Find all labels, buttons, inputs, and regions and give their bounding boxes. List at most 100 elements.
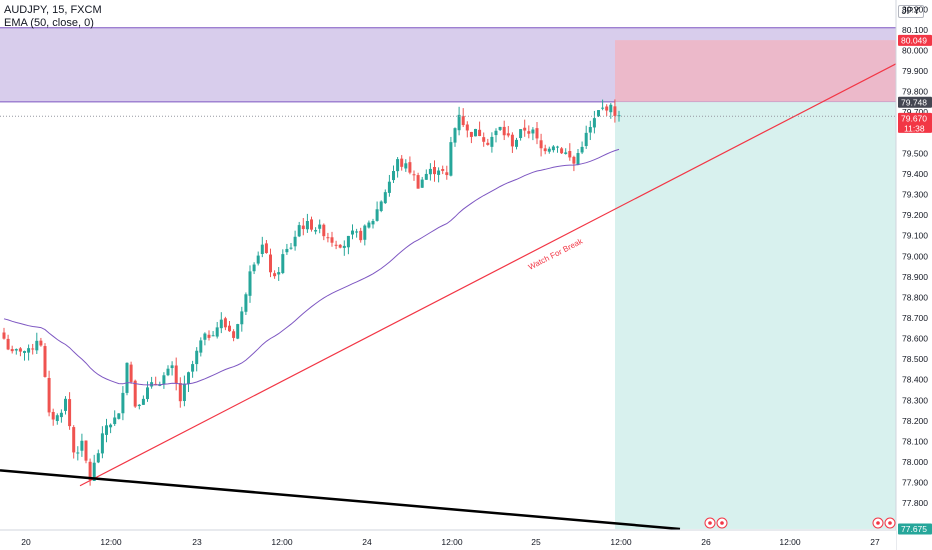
candle-body[interactable] — [367, 222, 371, 228]
candle-body[interactable] — [564, 152, 568, 154]
candle-body[interactable] — [613, 106, 617, 116]
candle-body[interactable] — [18, 348, 22, 352]
candle-body[interactable] — [129, 364, 133, 382]
candle-body[interactable] — [133, 380, 137, 407]
ascending-trendline[interactable] — [79, 63, 897, 487]
candle-body[interactable] — [490, 136, 494, 147]
candle-body[interactable] — [412, 174, 416, 176]
candle-body[interactable] — [445, 172, 449, 176]
candle-body[interactable] — [482, 137, 486, 142]
price-marker[interactable] — [898, 96, 932, 108]
candle-body[interactable] — [187, 372, 190, 384]
candle-body[interactable] — [609, 104, 613, 113]
candle-body[interactable] — [478, 129, 482, 137]
candle-body[interactable] — [568, 151, 572, 158]
candle-body[interactable] — [416, 175, 420, 189]
candle-body[interactable] — [437, 170, 441, 175]
candle-body[interactable] — [601, 107, 605, 109]
candle-body[interactable] — [523, 127, 527, 131]
candle-body[interactable] — [100, 433, 104, 454]
candle-body[interactable] — [174, 365, 178, 384]
candle-body[interactable] — [592, 118, 596, 128]
candle-body[interactable] — [551, 146, 555, 151]
candle-body[interactable] — [68, 399, 72, 427]
candle-body[interactable] — [232, 331, 236, 338]
time-axis[interactable] — [0, 530, 896, 550]
candle-body[interactable] — [531, 129, 535, 134]
candle-body[interactable] — [392, 171, 395, 181]
candle-body[interactable] — [326, 237, 330, 239]
candle-body[interactable] — [379, 201, 383, 211]
candle-body[interactable] — [547, 148, 551, 152]
candle-body[interactable] — [535, 128, 539, 139]
candle-body[interactable] — [31, 348, 35, 350]
candle-body[interactable] — [80, 440, 84, 451]
candle-body[interactable] — [92, 462, 96, 481]
candle-body[interactable] — [396, 159, 400, 172]
candle-body[interactable] — [363, 225, 367, 240]
candle-body[interactable] — [27, 348, 31, 353]
candle-body[interactable] — [113, 417, 117, 425]
price-marker[interactable] — [898, 523, 932, 535]
candle-body[interactable] — [23, 351, 26, 353]
candle-body[interactable] — [105, 425, 108, 435]
candle-body[interactable] — [572, 156, 576, 164]
candle-body[interactable] — [441, 169, 445, 171]
candle-body[interactable] — [342, 245, 346, 248]
candle-body[interactable] — [371, 220, 375, 225]
candle-body[interactable] — [486, 142, 490, 145]
candle-body[interactable] — [334, 244, 338, 246]
candle-body[interactable] — [375, 209, 379, 221]
symbol-title[interactable]: AUDJPY, 15, FXCM — [4, 4, 102, 16]
candle-body[interactable] — [310, 219, 313, 230]
candle-body[interactable] — [223, 318, 227, 328]
candle-body[interactable] — [170, 365, 174, 369]
candle-body[interactable] — [285, 248, 289, 253]
candle-body[interactable] — [277, 272, 281, 275]
candle-body[interactable] — [14, 349, 18, 351]
candle-body[interactable] — [355, 231, 359, 233]
candle-body[interactable] — [494, 130, 498, 136]
candle-body[interactable] — [228, 325, 231, 332]
candle-body[interactable] — [556, 146, 559, 148]
candle-body[interactable] — [387, 181, 391, 193]
candle-body[interactable] — [146, 387, 149, 400]
candle-body[interactable] — [433, 167, 436, 175]
candle-body[interactable] — [125, 362, 129, 393]
candle-body[interactable] — [338, 244, 342, 248]
candle-body[interactable] — [404, 163, 408, 169]
candle-body[interactable] — [330, 237, 334, 243]
candle-body[interactable] — [580, 146, 584, 153]
candle-body[interactable] — [597, 110, 600, 117]
candle-body[interactable] — [515, 139, 518, 147]
candle-body[interactable] — [576, 153, 580, 165]
candle-body[interactable] — [51, 411, 55, 420]
candle-body[interactable] — [55, 415, 59, 422]
candle-body[interactable] — [584, 132, 588, 147]
candle-body[interactable] — [162, 375, 166, 385]
candle-body[interactable] — [543, 148, 547, 152]
candle-body[interactable] — [43, 346, 47, 377]
candle-body[interactable] — [269, 254, 272, 273]
candle-body[interactable] — [260, 244, 264, 254]
candle-body[interactable] — [47, 378, 51, 413]
candle-body[interactable] — [289, 247, 293, 249]
candle-body[interactable] — [305, 221, 309, 230]
take-profit-zone[interactable] — [615, 101, 896, 529]
candle-body[interactable] — [256, 255, 260, 264]
candle-body[interactable] — [400, 158, 404, 167]
candle-body[interactable] — [96, 453, 100, 463]
descending-support-line[interactable] — [0, 469, 681, 531]
candle-body[interactable] — [351, 230, 354, 235]
candle-body[interactable] — [420, 179, 424, 188]
candle-body[interactable] — [510, 134, 514, 147]
candle-body[interactable] — [2, 332, 6, 339]
candle-body[interactable] — [178, 383, 182, 402]
candle-body[interactable] — [506, 133, 510, 136]
candle-body[interactable] — [10, 349, 14, 352]
candle-body[interactable] — [424, 173, 428, 180]
candle-body[interactable] — [281, 254, 285, 274]
candle-body[interactable] — [252, 264, 256, 272]
candle-body[interactable] — [59, 412, 63, 418]
